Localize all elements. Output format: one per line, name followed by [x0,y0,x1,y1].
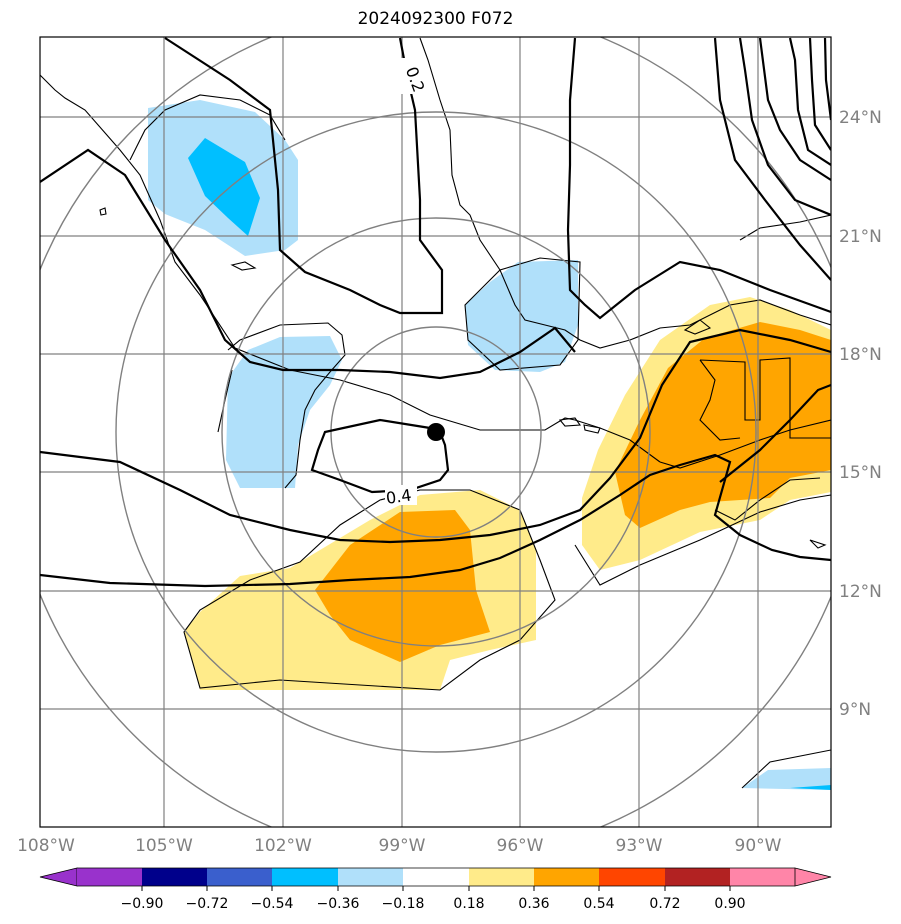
colorbar-extend-low [39,867,78,887]
colorbar-tick-label: −0.36 [317,896,360,912]
lat-label: 15°N [839,463,882,483]
lat-label: 24°N [839,108,882,128]
colorbar-segment [599,868,665,886]
positive-shading [184,297,831,690]
lon-label: 108°W [17,836,75,856]
colorbar-tick-label: −0.90 [121,896,164,912]
lat-label: 9°N [839,700,871,720]
lon-label: 105°W [135,836,193,856]
lon-label: 102°W [254,836,312,856]
map-frame [39,36,832,828]
colorbar-tick-label: −0.72 [186,896,229,912]
latitude-labels: 24°N 21°N 18°N 15°N 12°N 9°N [839,108,882,720]
colorbar-tick-label: 0.90 [714,896,745,912]
coastlines [40,37,831,789]
colorbar-tick-label: 0.72 [649,896,680,912]
colorbar-segment [403,868,469,886]
colorbar-segment [469,868,534,886]
range-rings [40,37,831,827]
lon-label: 93°W [616,836,663,856]
colorbar-tick-label: −0.18 [382,896,425,912]
lon-label: 96°W [497,836,544,856]
colorbar-extend-high [794,867,832,887]
contour-label-0.4: 0.4 [385,486,413,508]
lon-label: 90°W [735,836,782,856]
lat-label: 12°N [839,582,882,602]
colorbar-segment [77,868,142,886]
negative-shading [148,100,831,790]
lon-label: 99°W [379,836,426,856]
map-area: 0.2 0.4 [40,37,831,827]
colorbar-segment [272,868,338,886]
colorbar-segment [338,868,403,886]
colorbar-segment [730,868,795,886]
lat-label: 18°N [839,345,882,365]
colorbar-tick-label: −0.54 [251,896,294,912]
colorbar-segment [142,868,207,886]
colorbar-tick-label: 0.36 [518,896,549,912]
colorbar-segment [207,868,272,886]
colorbar-segment [665,868,730,886]
lat-label: 21°N [839,227,882,247]
map-title: 2024092300 F072 [357,9,514,29]
longitude-labels: 108°W 105°W 102°W 99°W 96°W 93°W 90°W [17,836,782,856]
colorbar: −0.90 −0.72 −0.54 −0.36 −0.18 0.18 0.36 … [39,867,832,912]
colorbar-tick-label: 0.18 [453,896,484,912]
gridlines [40,37,831,827]
colorbar-segment [534,868,599,886]
storm-center-marker [427,423,445,441]
contours [40,37,831,588]
colorbar-tick-label: 0.54 [583,896,614,912]
